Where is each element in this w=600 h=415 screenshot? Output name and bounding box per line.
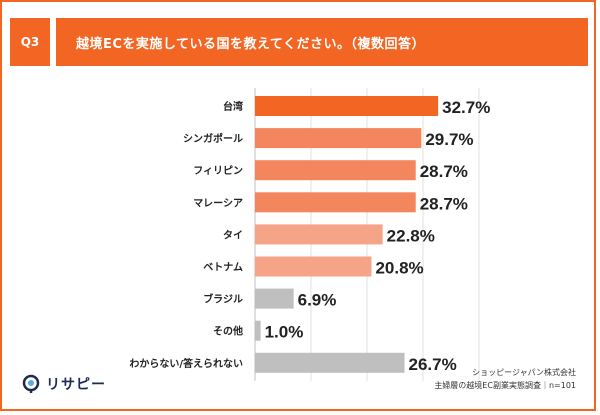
category-label: フィリピン: [193, 165, 243, 177]
bar: [255, 256, 372, 277]
category-label: わからない/答えられない: [129, 357, 243, 370]
value-label: 6.9%: [298, 291, 337, 310]
source-note: ショッピージャパン株式会社 主婦層の越境EC副業実態調査｜n=101: [434, 366, 576, 392]
question-header: Q3 越境ECを実施している国を教えてください。（複数回答）: [10, 18, 588, 66]
value-label: 28.7%: [420, 162, 468, 181]
logo-icon: [22, 374, 40, 393]
category-label: シンガポール: [183, 132, 243, 145]
logo: リサピー: [22, 374, 106, 394]
question-title: 越境ECを実施している国を教えてください。（複数回答）: [56, 18, 588, 66]
logo-text: リサピー: [46, 377, 106, 393]
source-company: ショッピージャパン株式会社: [472, 368, 576, 377]
category-label: その他: [213, 325, 243, 338]
bar: [255, 192, 416, 213]
value-label: 32.7%: [442, 98, 490, 117]
bar: [255, 288, 294, 309]
bar: [255, 224, 383, 245]
question-badge: Q3: [10, 18, 50, 66]
category-label: ベトナム: [203, 262, 243, 274]
category-label: ブラジル: [203, 293, 243, 306]
source-survey: 主婦層の越境EC副業実態調査｜n=101: [434, 381, 576, 390]
bar: [255, 160, 416, 181]
category-label: タイ: [223, 229, 243, 241]
value-label: 22.8%: [387, 226, 435, 245]
bar: [255, 320, 261, 341]
value-label: 20.8%: [375, 259, 423, 278]
bar: [255, 352, 405, 373]
bar: [255, 128, 422, 149]
value-label: 28.7%: [420, 194, 468, 213]
bar: [255, 96, 439, 116]
value-label: 1.0%: [265, 323, 304, 342]
category-label: マレーシア: [193, 197, 243, 209]
value-label: 26.7%: [409, 355, 457, 374]
category-label: 台湾: [223, 100, 243, 113]
value-label: 29.7%: [425, 130, 473, 149]
